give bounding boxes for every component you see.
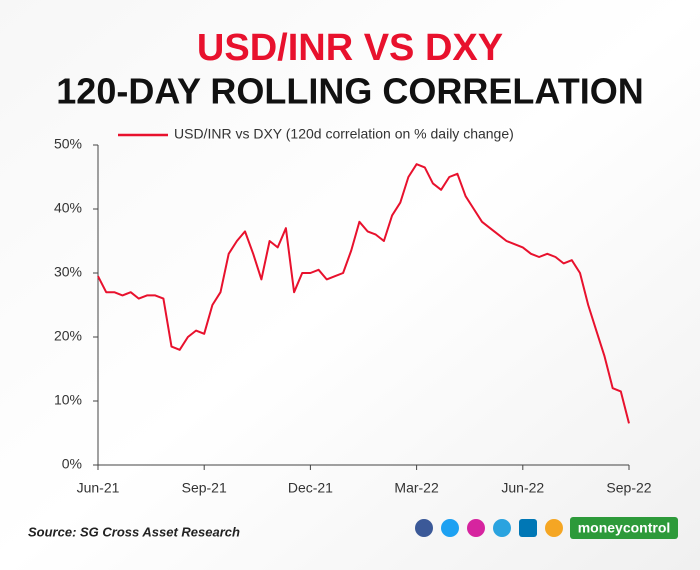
x-tick-label: Sep-22	[606, 480, 651, 496]
social-icons	[415, 519, 563, 537]
source: Source: SG Cross Asset Research	[28, 524, 240, 539]
chart-subtitle: 120-DAY ROLLING CORRELATION	[56, 71, 643, 112]
x-tick-label: Jun-21	[77, 480, 120, 496]
y-tick-label: 30%	[54, 264, 82, 280]
brand: moneycontrol	[578, 520, 671, 536]
data-line	[97, 163, 630, 424]
y-tick-label: 10%	[54, 392, 82, 408]
chart-title: USD/INR VS DXY	[197, 27, 503, 69]
y-tick-label: 50%	[54, 136, 82, 152]
x-tick-label: Mar-22	[394, 480, 439, 496]
y-tick-label: 40%	[54, 200, 82, 216]
y-tick-label: 20%	[54, 328, 82, 344]
brand-box	[570, 517, 678, 539]
legend-label: USD/INR vs DXY (120d correlation on % da…	[174, 126, 514, 142]
x-tick-label: Dec-21	[288, 480, 333, 496]
x-tick-label: Sep-21	[182, 480, 227, 496]
y-tick-label: 0%	[62, 456, 82, 472]
x-tick-label: Jun-22	[501, 480, 544, 496]
